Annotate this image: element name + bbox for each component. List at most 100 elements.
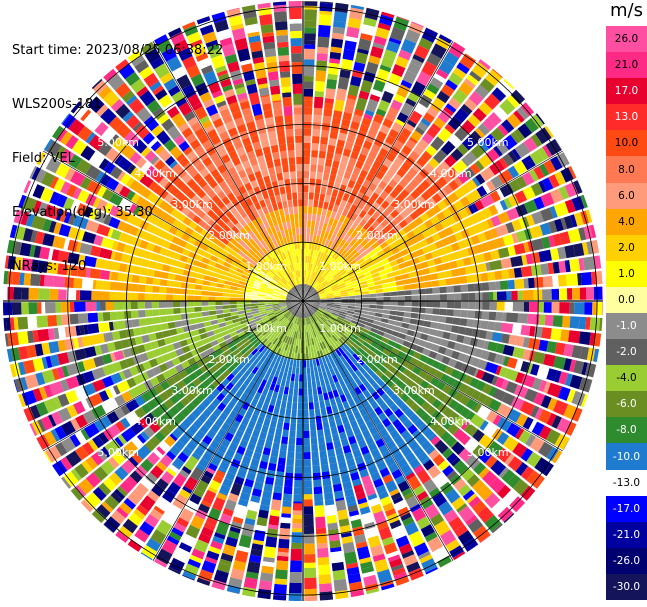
velocity-gate xyxy=(188,372,198,382)
velocity-gate xyxy=(250,398,259,407)
velocity-gate xyxy=(364,338,373,345)
velocity-gate xyxy=(231,156,241,166)
velocity-gate xyxy=(323,392,329,401)
velocity-gate xyxy=(400,359,410,368)
velocity-gate xyxy=(380,200,390,210)
velocity-gate xyxy=(166,287,174,294)
velocity-gate xyxy=(460,407,471,419)
velocity-gate xyxy=(304,554,316,563)
velocity-gate xyxy=(158,414,170,426)
velocity-gate xyxy=(232,78,244,86)
velocity-gate xyxy=(411,21,424,28)
velocity-gate xyxy=(482,118,496,132)
velocity-gate xyxy=(130,167,145,182)
velocity-gate xyxy=(266,287,274,292)
velocity-gate xyxy=(267,71,279,81)
velocity-gate xyxy=(337,280,345,286)
velocity-gate xyxy=(114,182,124,194)
velocity-gate xyxy=(305,255,308,263)
velocity-gate xyxy=(237,310,245,315)
velocity-gate xyxy=(311,256,315,264)
velocity-gate xyxy=(345,244,352,252)
velocity-gate xyxy=(205,104,219,117)
velocity-gate xyxy=(337,206,344,215)
velocity-gate xyxy=(558,288,568,300)
velocity-gate xyxy=(420,412,431,423)
velocity-gate xyxy=(341,416,350,425)
velocity-gate xyxy=(236,294,244,298)
velocity-gate xyxy=(265,476,275,485)
velocity-gate xyxy=(383,296,391,301)
velocity-gate xyxy=(73,278,83,289)
velocity-gate xyxy=(368,465,379,475)
velocity-gate xyxy=(55,145,67,160)
velocity-gate xyxy=(231,172,241,182)
velocity-gate xyxy=(406,230,416,240)
velocity-gate xyxy=(268,343,275,351)
velocity-gate xyxy=(557,274,567,287)
velocity-gate xyxy=(208,546,221,555)
velocity-gate xyxy=(444,270,453,278)
velocity-gate xyxy=(474,199,485,211)
velocity-gate xyxy=(342,352,349,361)
velocity-gate xyxy=(382,245,391,254)
velocity-gate xyxy=(330,46,342,54)
velocity-gate xyxy=(415,386,425,396)
velocity-gate xyxy=(303,374,307,382)
velocity-gate xyxy=(107,456,120,469)
velocity-gate xyxy=(157,338,166,348)
velocity-gate xyxy=(296,437,303,446)
velocity-gate xyxy=(507,150,518,163)
velocity-gate xyxy=(230,458,241,469)
velocity-gate xyxy=(340,438,350,447)
velocity-gate xyxy=(512,442,528,458)
velocity-gate xyxy=(371,373,380,382)
velocity-gate xyxy=(48,248,54,260)
velocity-gate xyxy=(265,117,275,126)
velocity-gate xyxy=(162,222,172,232)
velocity-gate xyxy=(181,533,196,548)
velocity-gate xyxy=(179,469,190,479)
velocity-gate xyxy=(340,58,353,72)
velocity-gate xyxy=(349,336,357,343)
velocity-gate xyxy=(319,296,327,299)
velocity-gate xyxy=(307,317,311,325)
velocity-gate xyxy=(326,275,333,282)
velocity-gate xyxy=(333,291,341,295)
velocity-gate xyxy=(273,248,279,256)
velocity-gate xyxy=(287,199,293,208)
velocity-gate xyxy=(385,250,394,258)
velocity-gate xyxy=(284,320,290,328)
velocity-gate xyxy=(303,234,307,242)
velocity-gate xyxy=(239,383,248,392)
velocity-gate xyxy=(338,314,346,320)
velocity-gate xyxy=(267,351,274,359)
velocity-gate xyxy=(279,237,285,246)
velocity-gate xyxy=(305,302,313,306)
velocity-gate xyxy=(156,461,167,472)
velocity-gate xyxy=(270,368,277,377)
velocity-gate xyxy=(248,345,256,353)
velocity-gate xyxy=(194,306,202,312)
velocity-gate xyxy=(255,263,263,270)
velocity-gate xyxy=(442,384,452,395)
velocity-gate xyxy=(279,296,287,299)
velocity-gate xyxy=(127,255,137,265)
velocity-gate xyxy=(488,281,497,291)
velocity-gate xyxy=(366,334,375,341)
velocity-gate xyxy=(438,460,450,472)
velocity-gate xyxy=(374,558,389,573)
velocity-gate xyxy=(378,444,389,455)
velocity-gate xyxy=(311,280,316,287)
velocity-gate xyxy=(409,318,418,325)
velocity-gate xyxy=(535,127,552,145)
velocity-gate xyxy=(283,285,290,291)
velocity-gate xyxy=(297,409,303,417)
velocity-gate xyxy=(344,201,352,211)
velocity-gate xyxy=(367,216,376,226)
velocity-gate xyxy=(440,373,450,383)
velocity-gate xyxy=(37,260,49,273)
velocity-gate xyxy=(376,345,385,353)
velocity-gate xyxy=(543,381,551,394)
velocity-gate xyxy=(263,175,271,184)
